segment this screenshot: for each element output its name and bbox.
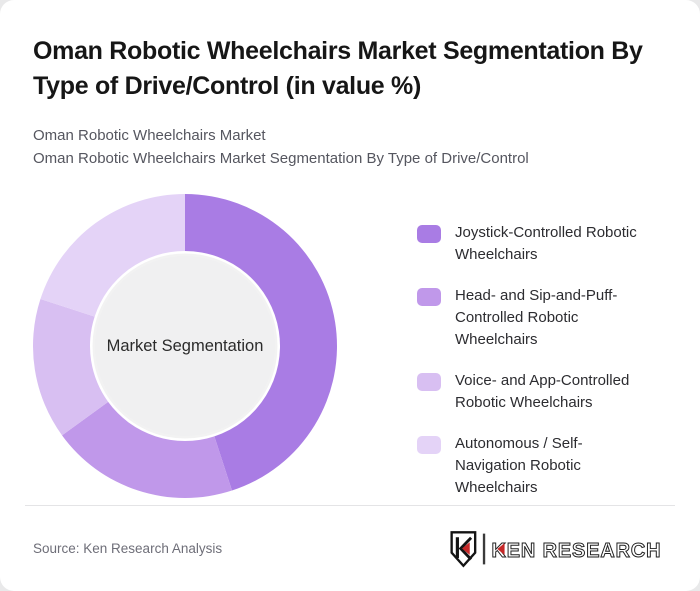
inner-circle [95,256,275,436]
legend-item: Autonomous / Self-Navigation Robotic Whe… [417,433,645,499]
donut-segment [62,401,232,498]
logo-wordmark: KEN RESEARCH [491,540,661,562]
donut-chart-container: Market Segmentation [33,194,337,498]
chart-area: Market Segmentation Joystick-Controlled … [0,170,700,518]
donut-chart [33,194,337,498]
legend-item: Head- and Sip-and-Puff-Controlled Roboti… [417,285,645,351]
donut-segment [185,194,337,491]
legend-swatch [417,436,441,454]
legend-label: Autonomous / Self-Navigation Robotic Whe… [455,435,583,496]
source-text: Source: Ken Research Analysis [33,541,223,556]
footer: Source: Ken Research Analysis KEN RESEAR… [25,505,675,591]
logo-divider [482,533,486,564]
shield-red-triangle-icon [462,541,470,555]
subtitle-line-1: Oman Robotic Wheelchairs Market [33,127,266,144]
legend-swatch [417,373,441,391]
subtitle-block: Oman Robotic Wheelchairs Market Oman Rob… [0,104,700,170]
subtitle-line-2: Oman Robotic Wheelchairs Market Segmenta… [33,150,529,167]
ken-shield-monogram-icon [450,530,477,568]
legend-label: Voice- and App-Controlled Robotic Wheelc… [455,372,630,411]
page-title: Oman Robotic Wheelchairs Market Segmenta… [33,37,643,100]
donut-segment [33,299,109,436]
donut-segment [40,194,185,317]
legend-item: Joystick-Controlled Robotic Wheelchairs [417,222,645,266]
legend-label: Head- and Sip-and-Puff-Controlled Roboti… [455,287,618,348]
legend-swatch [417,288,441,306]
legend-swatch [417,225,441,243]
legend-label: Joystick-Controlled Robotic Wheelchairs [455,224,637,263]
legend: Joystick-Controlled Robotic Wheelchairs H… [417,222,645,518]
ken-research-logo: KEN RESEARCH [450,530,661,568]
wordmark-red-triangle-icon [497,542,505,555]
legend-item: Voice- and App-Controlled Robotic Wheelc… [417,370,645,414]
